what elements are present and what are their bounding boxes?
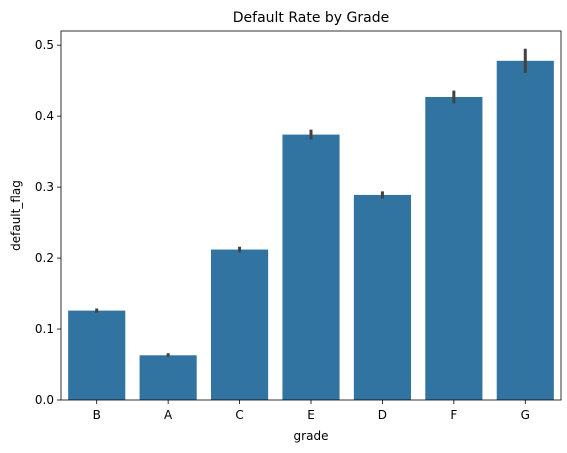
x-tick-label: E: [307, 408, 315, 422]
bar-D: [353, 194, 411, 400]
x-tick-label: A: [164, 408, 173, 422]
y-axis-label: default_flag: [9, 180, 23, 251]
bars-group: [68, 60, 554, 401]
y-tick-label: 0.1: [35, 322, 54, 336]
y-tick-label: 0.4: [35, 109, 54, 123]
x-tick-label: F: [450, 408, 457, 422]
y-tick-label: 0.2: [35, 251, 54, 265]
bar-F: [425, 96, 483, 400]
x-tick-label: B: [93, 408, 101, 422]
y-tick-label: 0.3: [35, 180, 54, 194]
bar-A: [139, 355, 197, 400]
bar-B: [68, 310, 126, 400]
bar-C: [211, 249, 269, 400]
chart-title: Default Rate by Grade: [233, 10, 389, 26]
y-tick-label: 0.5: [35, 38, 54, 52]
y-axis: 0.0 0.1 0.2 0.3 0.4 0.5: [35, 38, 61, 407]
x-tick-label: G: [521, 408, 530, 422]
bar-G: [496, 60, 554, 401]
error-bars-group: [95, 48, 527, 357]
x-tick-label: C: [235, 408, 243, 422]
y-tick-label: 0.0: [35, 393, 54, 407]
x-tick-label: D: [378, 408, 387, 422]
bar-E: [282, 134, 340, 400]
x-axis-label: grade: [294, 429, 329, 443]
